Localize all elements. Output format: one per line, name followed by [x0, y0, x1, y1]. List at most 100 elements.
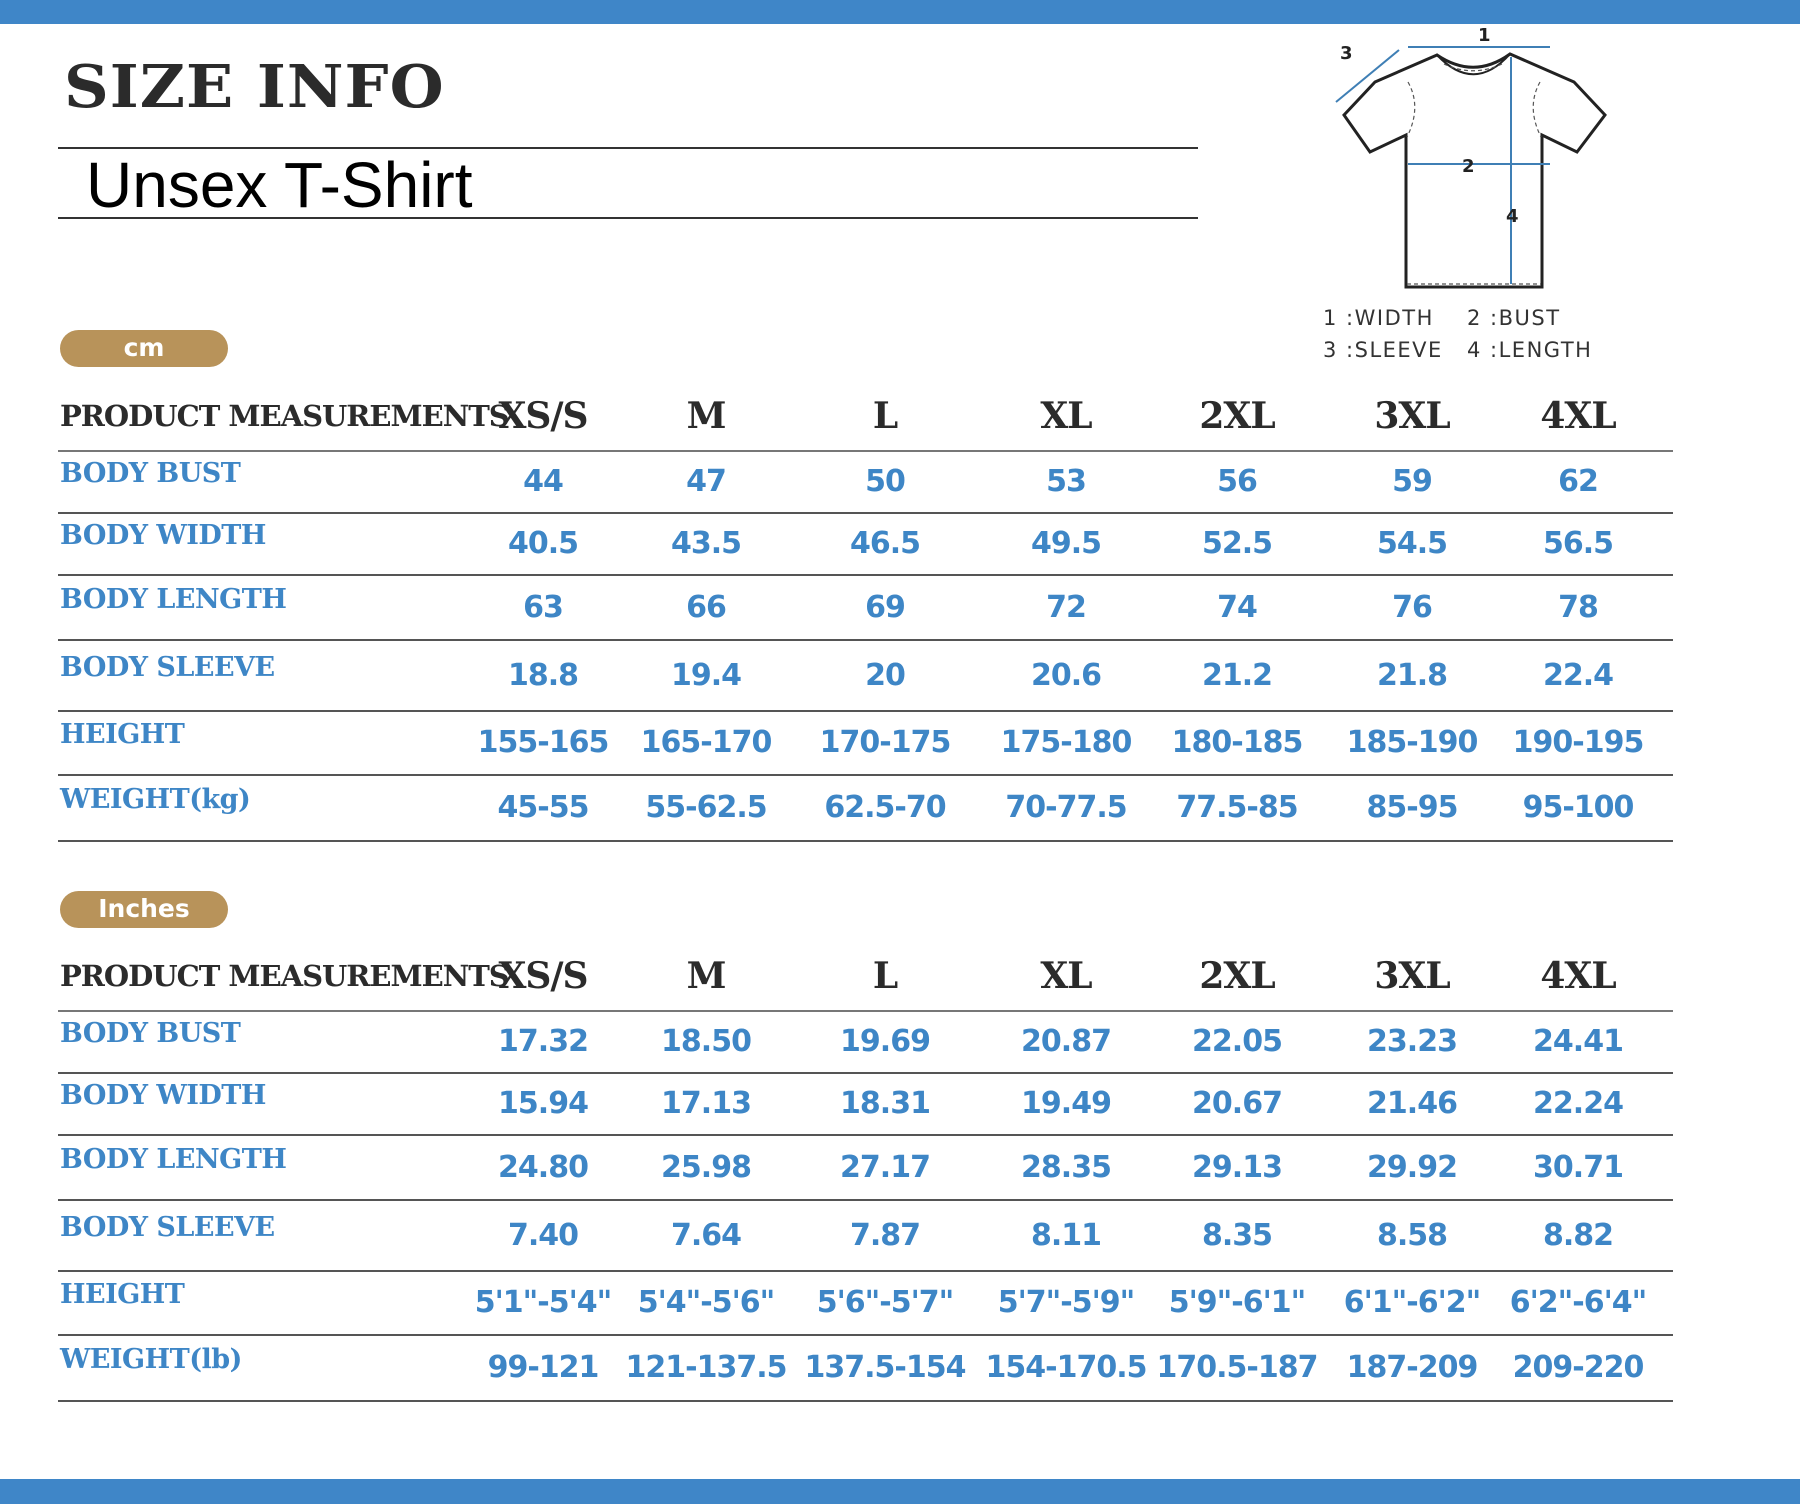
table-cell: 5'7"-5'9" — [997, 1285, 1136, 1320]
column-header-size: L — [872, 395, 898, 437]
table-row: BODY LENGTH 24.80 25.98 27.17 28.35 29.13 29.9… — [58, 1136, 1673, 1201]
table-cell: 190-195 — [1512, 725, 1645, 760]
row-label: BODY WIDTH — [60, 1080, 266, 1111]
table-cell: 69 — [865, 589, 906, 625]
table-cell: 70-77.5 — [1005, 790, 1127, 825]
unit-badge-inches: Inches — [60, 891, 228, 928]
table-cell: 19.69 — [840, 1024, 931, 1059]
table-cell: 187-209 — [1346, 1350, 1479, 1385]
table-row: BODY LENGTH 63 66 69 72 74 76 78 — [58, 576, 1673, 641]
row-label: BODY SLEEVE — [60, 651, 275, 683]
table-cell: 66 — [686, 589, 727, 625]
top-accent-bar — [0, 0, 1800, 24]
table-cell: 53 — [1046, 464, 1087, 499]
column-header-size: XS/S — [498, 955, 588, 997]
table-cell: 62.5-70 — [824, 790, 946, 825]
table-cell: 8.58 — [1376, 1217, 1448, 1253]
table-cell: 43.5 — [670, 526, 742, 561]
unit-badge-cm: cm — [60, 330, 228, 367]
row-label: BODY SLEEVE — [60, 1211, 275, 1243]
table-cell: 20 — [865, 657, 906, 693]
column-header-size: M — [686, 955, 727, 997]
column-header-size: 4XL — [1540, 955, 1616, 997]
column-header-measurement: PRODUCT MEASUREMENTS — [60, 959, 510, 993]
table-cell: 95-100 — [1522, 790, 1635, 825]
table-cell: 121-137.5 — [625, 1350, 788, 1385]
marker-2: 2 — [1462, 156, 1475, 177]
table-cell: 40.5 — [507, 526, 579, 561]
column-header-size: XS/S — [498, 395, 588, 437]
table-cell: 29.92 — [1367, 1149, 1458, 1185]
column-header-size: 3XL — [1374, 955, 1450, 997]
table-row: BODY SLEEVE 18.8 19.4 20 20.6 21.2 21.8 22.4 — [58, 641, 1673, 712]
table-cell: 5'4"-5'6" — [637, 1285, 776, 1320]
divider — [58, 147, 1198, 149]
table-cell: 45-55 — [497, 790, 590, 825]
table-cell: 20.87 — [1021, 1024, 1112, 1059]
table-cell: 175-180 — [1000, 725, 1133, 760]
table-cell: 155-165 — [477, 725, 610, 760]
table-cell: 7.64 — [670, 1217, 742, 1253]
tshirt-outline-icon — [1342, 52, 1607, 289]
table-cell: 19.4 — [670, 657, 742, 693]
table-cell: 180-185 — [1171, 725, 1304, 760]
table-cell: 5'6"-5'7" — [816, 1285, 955, 1320]
table-cell: 25.98 — [661, 1149, 752, 1185]
table-cell: 44 — [523, 464, 564, 499]
table-cell: 50 — [865, 464, 906, 499]
table-cell: 54.5 — [1376, 526, 1448, 561]
row-label: BODY LENGTH — [60, 583, 287, 615]
table-cell: 85-95 — [1366, 790, 1459, 825]
table-cell: 7.40 — [507, 1217, 579, 1253]
table-cell: 170-175 — [819, 725, 952, 760]
column-header-size: XL — [1040, 955, 1092, 997]
table-row: BODY SLEEVE 7.40 7.64 7.87 8.11 8.35 8.58 8.82 — [58, 1201, 1673, 1272]
table-cell: 62 — [1558, 464, 1599, 499]
bottom-accent-bar — [0, 1479, 1800, 1504]
table-cell: 6'1"-6'2" — [1343, 1285, 1482, 1320]
table-cell: 30.71 — [1533, 1149, 1624, 1185]
table-cell: 6'2"-6'4" — [1509, 1285, 1648, 1320]
legend-length: 4 :LENGTH — [1467, 338, 1593, 362]
table-cell: 209-220 — [1512, 1350, 1645, 1385]
marker-1: 1 — [1478, 25, 1491, 46]
table-row: BODY WIDTH 15.94 17.13 18.31 19.49 20.67 21.46… — [58, 1074, 1673, 1136]
table-cell: 19.49 — [1021, 1086, 1112, 1121]
table-cell: 17.13 — [661, 1086, 752, 1121]
row-label: WEIGHT(kg) — [60, 784, 251, 815]
table-cell: 20.6 — [1030, 657, 1102, 693]
table-row: WEIGHT(lb) 99-121 121-137.5 137.5-154 154-17… — [58, 1336, 1673, 1402]
column-header-measurement: PRODUCT MEASUREMENTS — [60, 399, 510, 433]
table-cell: 20.67 — [1192, 1086, 1283, 1121]
column-header-size: 2XL — [1199, 955, 1275, 997]
table-cell: 8.82 — [1542, 1217, 1614, 1253]
table-cell: 170.5-187 — [1156, 1350, 1319, 1385]
table-cell: 185-190 — [1346, 725, 1479, 760]
row-label: BODY LENGTH — [60, 1143, 287, 1175]
table-cell: 59 — [1392, 464, 1433, 499]
table-cell: 21.2 — [1201, 657, 1273, 693]
table-cell: 63 — [523, 589, 564, 625]
table-cell: 27.17 — [840, 1149, 931, 1185]
legend-width: 1 :WIDTH — [1323, 306, 1434, 330]
legend-bust: 2 :BUST — [1467, 306, 1561, 330]
table-row: WEIGHT(kg) 45-55 55-62.5 62.5-70 70-77.5 77.5… — [58, 776, 1673, 842]
table-cell: 137.5-154 — [804, 1350, 967, 1385]
table-row: HEIGHT 155-165 165-170 170-175 175-180 180-18… — [58, 712, 1673, 776]
column-header-size: M — [686, 395, 727, 437]
row-label: HEIGHT — [60, 1279, 185, 1310]
divider — [58, 217, 1198, 219]
table-cell: 23.23 — [1367, 1024, 1458, 1059]
table-cell: 74 — [1217, 589, 1258, 625]
table-cell: 15.94 — [498, 1086, 589, 1121]
size-table-cm: PRODUCT MEASUREMENTS XS/S M L XL 2XL 3XL 4XL BOD… — [58, 385, 1673, 842]
table-cell: 5'9"-6'1" — [1168, 1285, 1307, 1320]
table-cell: 22.4 — [1542, 657, 1614, 693]
table-row: HEIGHT 5'1"-5'4" 5'4"-5'6" 5'6"-5'7" 5'7"-5'… — [58, 1272, 1673, 1336]
table-cell: 47 — [686, 464, 727, 499]
row-label: WEIGHT(lb) — [60, 1344, 242, 1375]
table-cell: 17.32 — [498, 1024, 589, 1059]
table-header-row: PRODUCT MEASUREMENTS XS/S M L XL 2XL 3XL 4XL — [58, 385, 1673, 452]
marker-3: 3 — [1340, 43, 1353, 64]
table-row: BODY BUST 17.32 18.50 19.69 20.87 22.05 23.23 2… — [58, 1012, 1673, 1074]
